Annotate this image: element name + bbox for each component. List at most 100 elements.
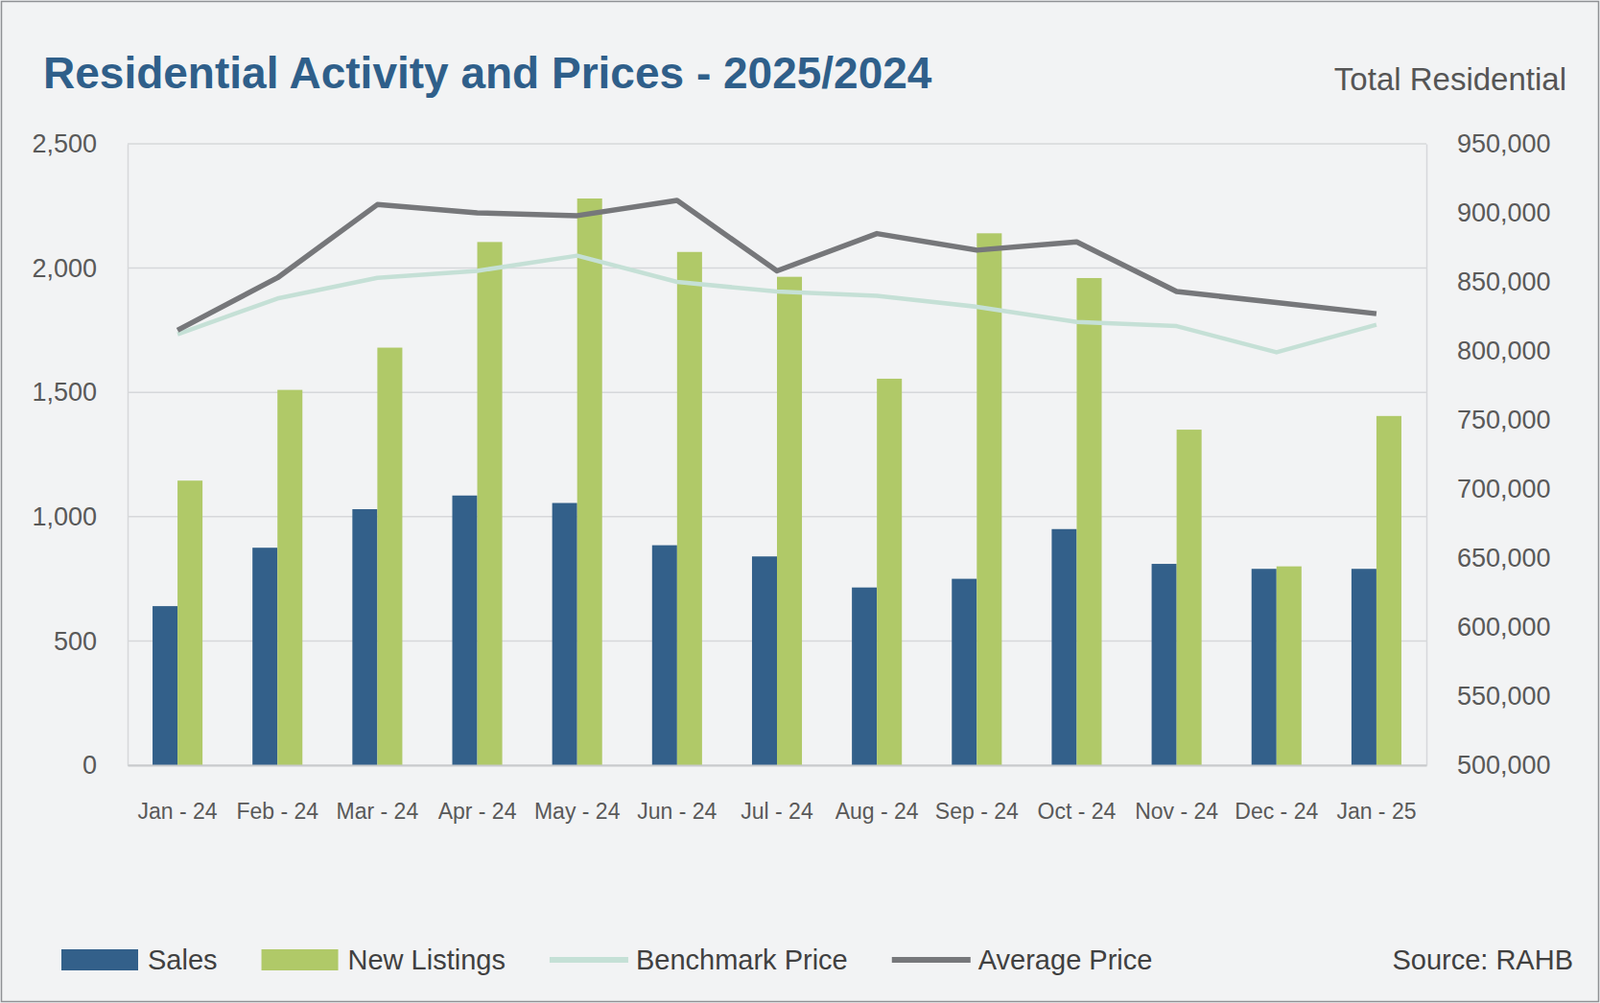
bar xyxy=(976,233,1002,766)
legend-label: Sales xyxy=(147,944,218,976)
legend-swatch xyxy=(61,949,139,971)
tick-label: 500,000 xyxy=(1457,751,1552,780)
line xyxy=(177,200,1377,330)
tick: Aug - 24 xyxy=(835,765,919,824)
tick: 950,000 xyxy=(1426,129,1552,159)
tick: Mar - 24 xyxy=(336,765,420,824)
tick-label: 700,000 xyxy=(1457,474,1552,504)
axis-line xyxy=(1426,144,1429,767)
chart-container: 05001,0001,5002,0002,500500,000550,00060… xyxy=(0,0,1600,1003)
tick: Nov - 24 xyxy=(1134,765,1219,824)
tick-label: Feb - 24 xyxy=(235,799,319,824)
tick: 800,000 xyxy=(1426,336,1552,366)
bar xyxy=(452,495,478,766)
axis-title: Total Residential xyxy=(1334,61,1567,97)
tick: 700,000 xyxy=(1426,474,1552,504)
bar xyxy=(1251,568,1277,766)
tick-label: 0 xyxy=(82,751,97,780)
tick-label: 900,000 xyxy=(1457,198,1552,228)
tick-label: 750,000 xyxy=(1457,405,1552,435)
bar xyxy=(152,606,178,766)
plot-area xyxy=(152,198,1402,766)
tick: 2,500 xyxy=(31,129,128,159)
bar xyxy=(577,198,603,766)
tick-label: Aug - 24 xyxy=(835,799,919,824)
legend-item: Benchmark Price xyxy=(549,944,848,976)
legend: Sales New Listings Benchmark Price Average … xyxy=(61,944,1153,976)
tick: Jun - 24 xyxy=(636,765,717,824)
tick-label: Jan - 25 xyxy=(1336,799,1416,824)
tick-label: Nov - 24 xyxy=(1134,799,1219,824)
tick: 650,000 xyxy=(1426,543,1552,573)
legend-item: Average Price xyxy=(892,944,1153,976)
tick: 1,500 xyxy=(31,377,128,407)
tick: 500,000 xyxy=(1426,751,1552,780)
tick-label: 1,500 xyxy=(31,377,97,407)
legend-swatch xyxy=(892,957,971,964)
tick-label: 2,500 xyxy=(31,129,97,159)
tick: Apr - 24 xyxy=(438,765,518,824)
axis-line xyxy=(127,144,130,767)
tick-label: 950,000 xyxy=(1457,129,1552,159)
tick-label: 600,000 xyxy=(1457,612,1552,642)
tick-label: 850,000 xyxy=(1457,267,1552,297)
title: Residential Activity and Prices - 2025/2… xyxy=(43,47,933,98)
tick: 850,000 xyxy=(1426,267,1552,297)
bar xyxy=(876,378,902,766)
tick: Jan - 24 xyxy=(138,765,218,824)
axis-line xyxy=(128,765,1428,768)
legend-label: New Listings xyxy=(348,944,506,976)
tick-label: Jun - 24 xyxy=(636,799,717,824)
legend-swatch xyxy=(549,957,629,964)
axis: Jan - 24 Feb - 24 Mar - 24 Apr - 24 May - 24… xyxy=(128,765,1428,824)
bar-series xyxy=(177,198,1402,766)
bar xyxy=(1051,529,1077,766)
tick-label: Sep - 24 xyxy=(935,799,1019,824)
tick: Dec - 24 xyxy=(1234,765,1318,824)
tick: 0 xyxy=(82,751,128,780)
bar xyxy=(1276,566,1302,766)
grid xyxy=(127,143,1427,766)
bar xyxy=(851,588,877,766)
legend-item: New Listings xyxy=(261,944,506,976)
bar xyxy=(1351,568,1377,766)
tick-label: May - 24 xyxy=(534,799,621,824)
tick: Feb - 24 xyxy=(235,765,319,824)
bar xyxy=(776,277,802,766)
bar xyxy=(1152,564,1177,766)
axis: 05001,0001,5002,0002,500 xyxy=(31,129,128,780)
tick-label: Jul - 24 xyxy=(740,799,814,824)
legend-label: Average Price xyxy=(978,944,1153,976)
tick: Jan - 25 xyxy=(1336,765,1416,824)
tick-label: 1,000 xyxy=(31,502,97,532)
tick: Jul - 24 xyxy=(740,765,814,824)
tick-label: Mar - 24 xyxy=(336,799,420,824)
tick-label: 650,000 xyxy=(1457,543,1552,573)
axis: 500,000 550,000 600,000 650,000 700,000 750,0… xyxy=(1426,129,1552,780)
bar xyxy=(376,348,402,766)
bar xyxy=(951,579,977,766)
legend-swatch xyxy=(261,949,339,971)
tick-label: Apr - 24 xyxy=(438,799,518,824)
bar xyxy=(252,547,278,766)
tick-label: 500 xyxy=(53,627,97,657)
source-note: Source: RAHB xyxy=(1391,944,1574,976)
bar xyxy=(277,390,303,766)
bar xyxy=(1376,416,1402,766)
bar xyxy=(677,252,703,766)
background xyxy=(1,1,1600,1003)
tick-label: 550,000 xyxy=(1457,682,1552,711)
bar xyxy=(1176,429,1202,766)
tick: 750,000 xyxy=(1426,405,1552,435)
bar xyxy=(352,509,377,766)
legend-label: Benchmark Price xyxy=(635,944,848,976)
tick-label: Dec - 24 xyxy=(1234,799,1318,824)
chart-svg: 05001,0001,5002,0002,500500,000550,00060… xyxy=(0,0,1600,1003)
tick-label: Oct - 24 xyxy=(1037,799,1117,824)
tick: May - 24 xyxy=(534,765,621,824)
tick-label: 800,000 xyxy=(1457,336,1552,366)
tick: Oct - 24 xyxy=(1037,765,1117,824)
bar xyxy=(652,545,678,766)
tick: 550,000 xyxy=(1426,682,1552,711)
legend-item: Sales xyxy=(61,944,218,976)
